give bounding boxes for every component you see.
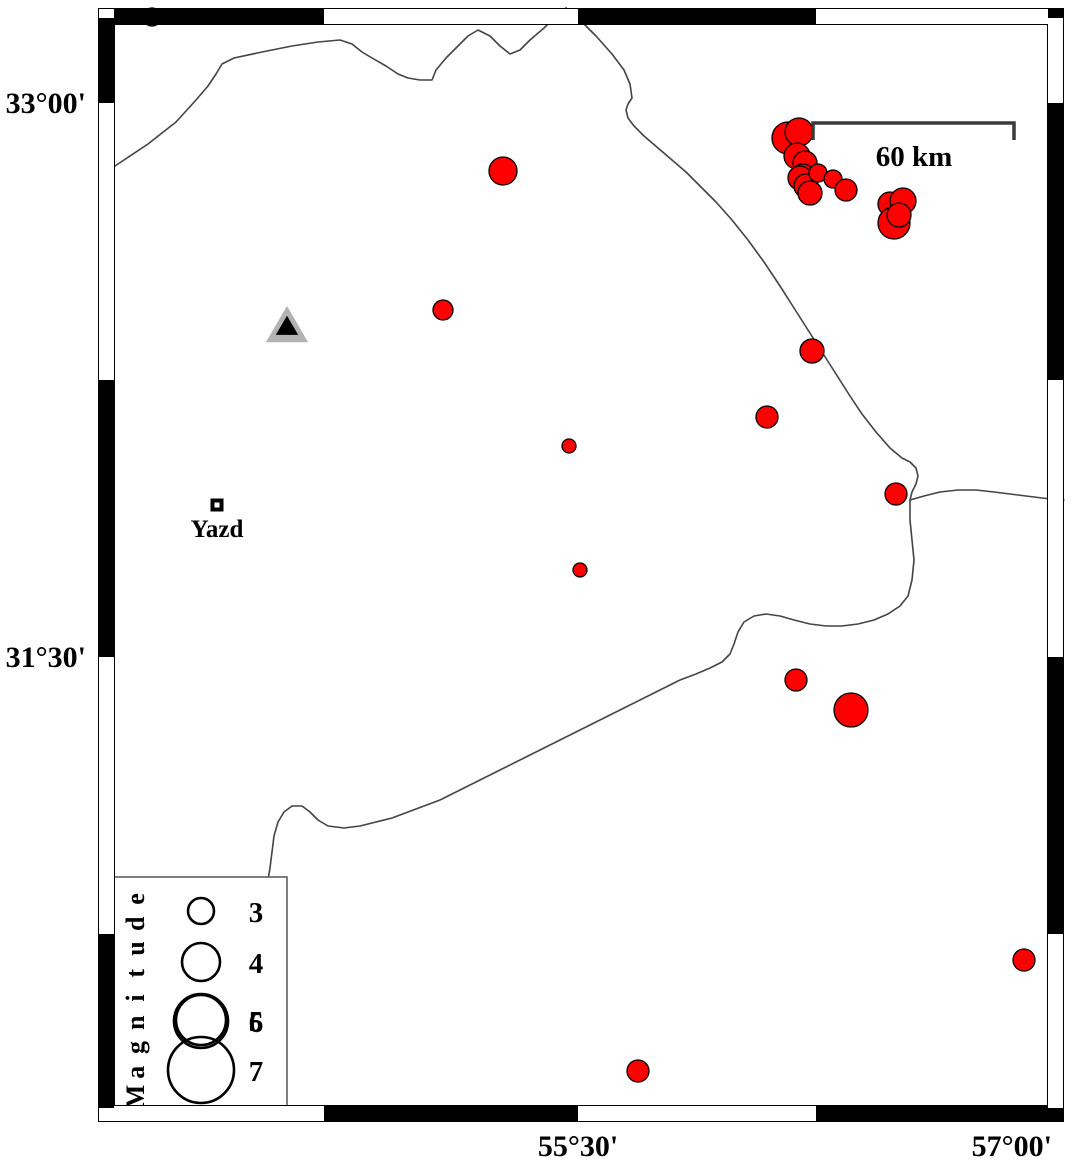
city-label: Yazd: [191, 516, 244, 543]
frame-band-right: [1048, 103, 1064, 380]
axis-tick-labels: 33°00' 31°30' 55°30' 57°00': [6, 87, 1052, 1163]
frame-band-right: [1048, 8, 1064, 18]
legend-magnitude-circle: [166, 1035, 236, 1105]
x-axis-tick-label: 55°30': [538, 1130, 618, 1163]
frame-band-left: [98, 380, 114, 657]
frame-outline: [98, 8, 1064, 1122]
frame-band-right: [1048, 657, 1064, 934]
boundary-line-1: [565, 7, 919, 501]
frame-band-left: [98, 657, 114, 934]
frame-band-left: [98, 934, 114, 1108]
frame-band-right: [1048, 1108, 1064, 1122]
y-axis-tick-label: 33°00': [6, 87, 86, 120]
legend-magnitude-label: 6: [249, 1007, 264, 1039]
frame-inner-outline: [114, 24, 1048, 1106]
legend-magnitude-label: 5: [249, 1006, 264, 1038]
scale-bar: 60 km: [811, 121, 1016, 173]
legend-magnitude-label: 4: [249, 948, 264, 980]
frame-band-top: [324, 8, 578, 24]
frame-band-right: [1048, 934, 1064, 1108]
frame-band-top: [112, 8, 324, 24]
legend-title-letter: t: [121, 969, 150, 978]
legend-title-letter: d: [121, 916, 150, 931]
map-frame: [98, 8, 1064, 1122]
boundary-line-0: [99, 7, 567, 177]
legend-title-letter: i: [121, 994, 150, 1001]
y-axis-tick-label: 31°30': [6, 641, 86, 674]
epicenter-circle[interactable]: [784, 117, 814, 147]
station-triangle-marker[interactable]: [265, 305, 309, 343]
legend-magnitude-circle: [186, 896, 216, 926]
epicenter-circle[interactable]: [561, 438, 577, 454]
legend-title-letter: n: [121, 1015, 150, 1030]
epicenter-circle[interactable]: [797, 180, 823, 206]
legend-title-letter: a: [121, 1066, 150, 1079]
frame-band-right: [1048, 380, 1064, 657]
frame-band-bottom: [324, 1106, 578, 1122]
epicenter-circle[interactable]: [572, 562, 588, 578]
epicenter-circle[interactable]: [755, 405, 779, 429]
legend-magnitude-label: 3: [249, 897, 264, 929]
epicenter-circle[interactable]: [626, 1059, 650, 1083]
frame-band-left: [98, 1108, 114, 1122]
frame-band-top: [816, 8, 1052, 24]
city-marker-group[interactable]: Yazd: [191, 498, 244, 544]
city-square-inner: [214, 502, 220, 508]
legend-title-letter: e: [121, 893, 150, 905]
frame-band-bottom: [112, 1106, 324, 1122]
epicenter-circle[interactable]: [432, 299, 454, 321]
x-axis-tick-label: 57°00': [972, 1130, 1052, 1163]
legend-title-letter: g: [121, 1041, 150, 1054]
epicenter-circle[interactable]: [884, 482, 908, 506]
epicenter-circle[interactable]: [799, 338, 825, 364]
epicenter-circle[interactable]: [488, 156, 518, 186]
legend-magnitude-circle: [172, 992, 230, 1050]
frame-band-left: [98, 8, 114, 18]
frame-band-left: [98, 18, 114, 103]
station-triangle-inner: [275, 315, 299, 335]
frame-band-top: [578, 8, 816, 24]
epicenter-circle[interactable]: [1012, 948, 1036, 972]
epicenter-circle[interactable]: [834, 178, 858, 202]
frame-band-bottom: [578, 1106, 816, 1122]
epicenter-circle[interactable]: [833, 692, 869, 728]
scale-bar-bracket: [811, 121, 1016, 140]
epicenter-circle[interactable]: [886, 202, 912, 228]
boundary-line-2: [267, 499, 915, 881]
legend-magnitude-label: 7: [249, 1056, 264, 1088]
scale-bar-label: 60 km: [876, 141, 953, 173]
frame-band-left: [98, 103, 114, 380]
epicenter-circle[interactable]: [784, 668, 808, 692]
frame-band-right: [1048, 18, 1064, 103]
legend-title-letter: u: [121, 941, 150, 955]
frame-band-bottom: [816, 1106, 1052, 1122]
legend-magnitude-circle: [180, 941, 222, 983]
